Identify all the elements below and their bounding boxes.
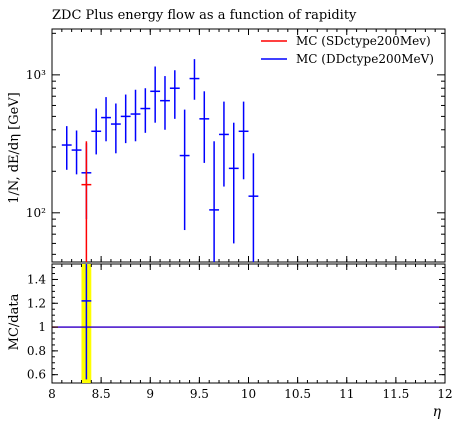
x-tick-label: 10 xyxy=(241,387,256,401)
axis-ticks: 8 8.5 9 9.5 10 10.5 11 11.5 12 10² 10³ 0.6 0.8 1 1.2 1.… xyxy=(26,29,453,401)
ratio-tick-label: 1.2 xyxy=(27,296,46,310)
ratio-tick-label: 1.4 xyxy=(27,272,46,286)
x-tick-label: 11.5 xyxy=(383,387,410,401)
x-tick-label: 8 xyxy=(48,387,56,401)
y-tick-label: 10³ xyxy=(26,68,46,82)
legend-label-dd: MC (DDctype200MeV) xyxy=(296,52,434,66)
x-tick-label: 10.5 xyxy=(284,387,311,401)
main-data-layer xyxy=(61,59,259,262)
ratio-y-axis-label: MC/data xyxy=(7,293,22,350)
ratio-layer xyxy=(52,264,445,383)
x-tick-label: 8.5 xyxy=(92,387,111,401)
chart-title: ZDC Plus energy flow as a function of ra… xyxy=(52,8,357,23)
x-axis-label: η xyxy=(433,404,442,420)
ratio-plot-frame xyxy=(51,263,446,384)
ratio-tick-label: 1 xyxy=(38,320,46,334)
x-tick-label: 11 xyxy=(339,387,354,401)
legend: MC (SDctype200Mev) MC (DDctype200MeV) xyxy=(261,34,434,66)
x-tick-label: 9 xyxy=(146,387,154,401)
x-tick-label: 12 xyxy=(437,387,452,401)
ratio-tick-label: 0.8 xyxy=(27,344,46,358)
legend-label-sd: MC (SDctype200Mev) xyxy=(296,34,431,48)
ratio-tick-label: 0.6 xyxy=(27,368,46,382)
y-axis-label: 1/N, dE/dη [GeV] xyxy=(7,92,22,204)
y-tick-label: 10² xyxy=(26,206,46,220)
x-tick-label: 9.5 xyxy=(190,387,209,401)
